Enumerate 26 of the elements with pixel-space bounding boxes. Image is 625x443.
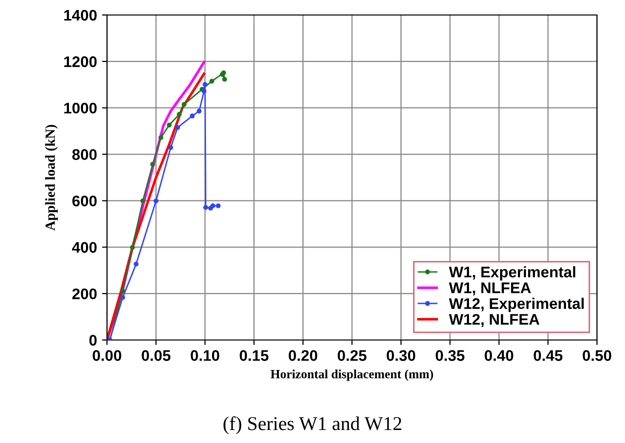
- legend-label: W12, NLFEA: [448, 314, 540, 327]
- y-tick-label: 200: [72, 288, 97, 300]
- x-tick-label: 0.25: [338, 350, 366, 361]
- x-tick-label: 0.05: [142, 350, 170, 361]
- y-axis-title: Applied load (kN): [45, 124, 58, 231]
- x-tick-label: 0.50: [582, 350, 612, 361]
- y-tick-label: 1000: [64, 102, 97, 114]
- y-tick-label: 1200: [64, 56, 97, 68]
- legend-label: W1, Experimental: [448, 266, 576, 280]
- legend-label: W12, Experimental: [448, 298, 584, 312]
- x-axis-title: Horizontal displacement (mm): [270, 370, 434, 381]
- x-tick-label: 0.40: [484, 350, 514, 361]
- y-tick-label: 600: [72, 196, 97, 206]
- x-tick-label: 0.20: [288, 350, 318, 361]
- x-tick-label: 0.35: [436, 350, 464, 361]
- x-tick-label: 0.45: [534, 350, 562, 361]
- y-tick-label: 400: [72, 242, 97, 253]
- x-tick-label: 0.00: [92, 350, 122, 361]
- x-tick-label: 0.10: [190, 350, 220, 361]
- x-tick-label: 0.15: [240, 350, 268, 361]
- x-tick-label: 0.30: [386, 350, 416, 361]
- y-tick-label: 1400: [64, 10, 97, 21]
- text: (f) Series W1 and W12: [224, 416, 402, 434]
- legend-label: W1, NLFEA: [448, 282, 531, 296]
- y-tick-label: 0: [89, 334, 97, 346]
- y-tick-label: 800: [72, 149, 97, 160]
